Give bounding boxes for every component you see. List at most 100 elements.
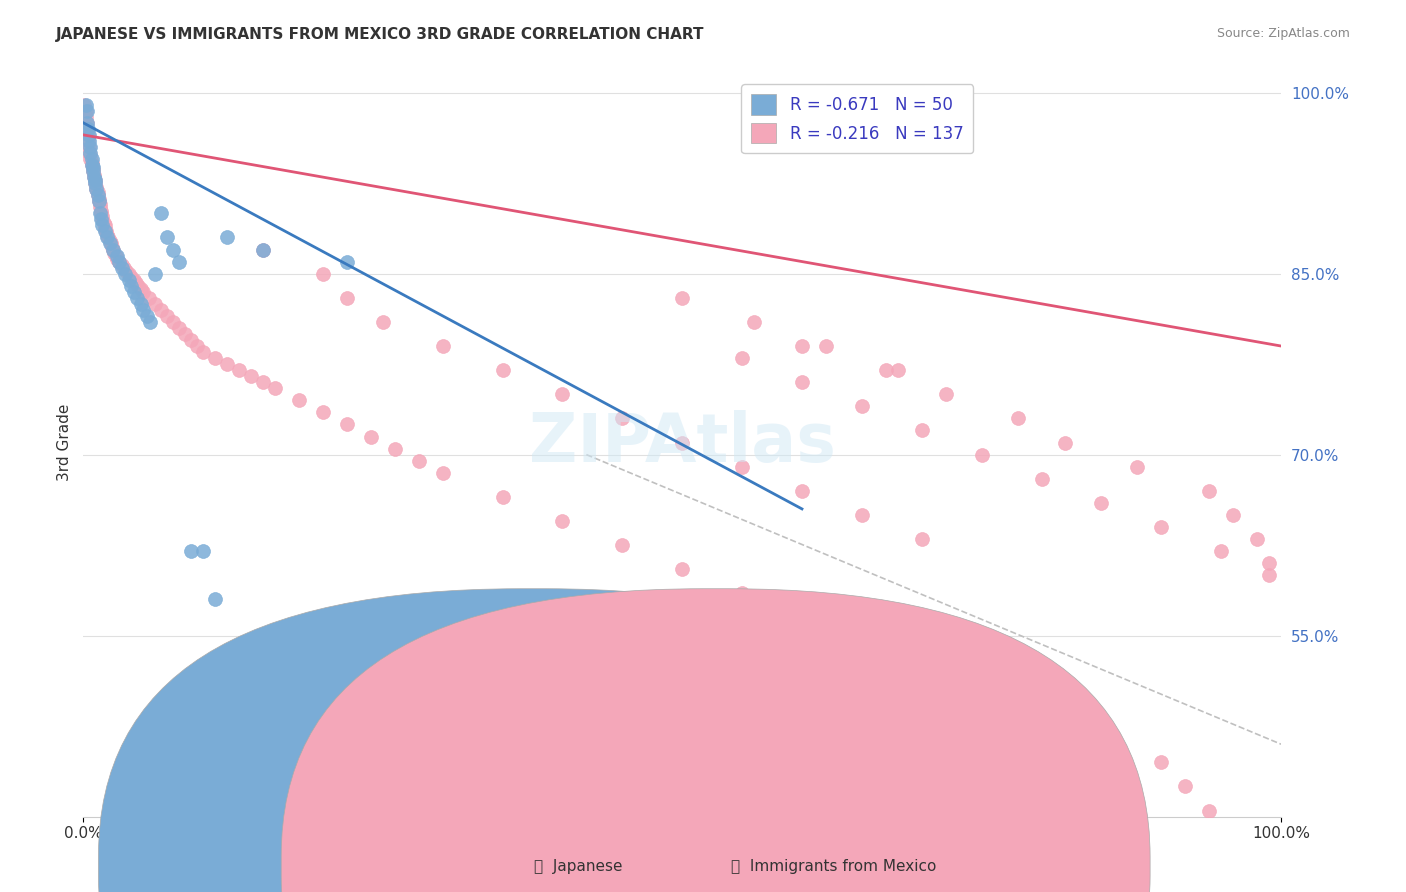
Point (408, 453, 430, 467)
Point (118, 273, 141, 287)
Point (112, 260, 135, 275)
Point (76, 121, 98, 136)
Point (150, 206, 173, 220)
Point (129, 297, 152, 311)
Point (125, 277, 148, 291)
Point (790, 339, 813, 353)
Point (105, 252, 128, 267)
Point (86, 188, 108, 202)
Point (96, 230, 118, 244)
Point (970, 448, 993, 462)
Point (1234, 876, 1257, 890)
Point (94, 219, 117, 233)
Point (86, 179, 108, 194)
Point (515, 713, 537, 727)
Point (84, 172, 107, 186)
Point (186, 339, 208, 353)
Text: JAPANESE VS IMMIGRANTS FROM MEXICO 3RD GRADE CORRELATION CHART: JAPANESE VS IMMIGRANTS FROM MEXICO 3RD G… (56, 27, 704, 42)
Point (84, 176, 107, 190)
Point (91, 219, 114, 233)
Point (98, 236, 121, 251)
Point (97, 230, 120, 244)
Point (80, 152, 103, 166)
Point (83, 170, 105, 185)
Point (970, 682, 993, 697)
Point (100, 236, 122, 251)
Point (75, 103, 97, 118)
Point (887, 363, 910, 377)
Point (90, 203, 112, 218)
Point (91, 212, 114, 227)
Point (91, 209, 114, 223)
Point (79, 146, 101, 161)
Point (138, 291, 160, 305)
Point (82, 161, 104, 175)
Point (191, 544, 214, 558)
Point (114, 267, 136, 281)
Point (86, 182, 108, 196)
Point (1090, 496, 1112, 510)
Point (432, 466, 454, 480)
Point (127, 291, 149, 305)
Point (1211, 544, 1233, 558)
Text: ZIPAtlas: ZIPAtlas (529, 409, 835, 475)
Point (1031, 706, 1053, 721)
Point (79, 140, 101, 154)
Point (111, 260, 134, 275)
Point (1054, 435, 1077, 450)
Y-axis label: 3rd Grade: 3rd Grade (58, 404, 72, 482)
Point (132, 302, 155, 317)
Point (671, 435, 693, 450)
Point (204, 592, 226, 607)
Point (120, 270, 142, 285)
Point (1007, 411, 1029, 425)
Point (84, 172, 107, 186)
Point (312, 267, 335, 281)
Point (162, 315, 184, 329)
Point (167, 321, 190, 335)
Point (80, 158, 103, 172)
Point (790, 610, 813, 624)
Point (1031, 472, 1053, 486)
Point (336, 254, 359, 268)
Point (911, 658, 934, 673)
Point (75, 97, 97, 112)
Point (79, 152, 101, 166)
Point (1198, 483, 1220, 498)
Point (742, 315, 765, 329)
Point (252, 243, 274, 257)
Point (174, 326, 197, 341)
Point (103, 243, 125, 257)
Point (83, 168, 105, 182)
Point (191, 345, 214, 359)
Point (790, 483, 813, 498)
Point (129, 282, 152, 296)
Point (108, 254, 131, 268)
Point (108, 254, 131, 268)
Point (551, 514, 574, 528)
Point (215, 357, 238, 371)
Point (814, 339, 837, 353)
Point (150, 302, 173, 317)
Point (1222, 852, 1244, 866)
Point (104, 248, 127, 262)
Point (731, 351, 754, 365)
Point (851, 634, 873, 648)
Point (215, 230, 238, 244)
Point (132, 285, 155, 299)
Point (911, 424, 934, 438)
Point (105, 248, 128, 262)
Point (77, 134, 100, 148)
Point (167, 254, 190, 268)
Point (76, 116, 98, 130)
Point (288, 393, 311, 408)
Point (612, 411, 634, 425)
Point (87, 194, 110, 209)
Point (360, 429, 382, 443)
Point (935, 387, 957, 401)
Point (101, 240, 124, 254)
Point (1090, 731, 1112, 746)
Point (122, 273, 145, 287)
Point (1150, 520, 1173, 534)
Point (1174, 780, 1197, 794)
